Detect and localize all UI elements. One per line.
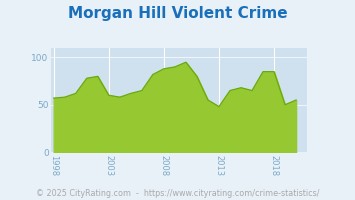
Text: © 2025 CityRating.com  -  https://www.cityrating.com/crime-statistics/: © 2025 CityRating.com - https://www.city… — [36, 189, 319, 198]
Text: Morgan Hill Violent Crime: Morgan Hill Violent Crime — [68, 6, 287, 21]
